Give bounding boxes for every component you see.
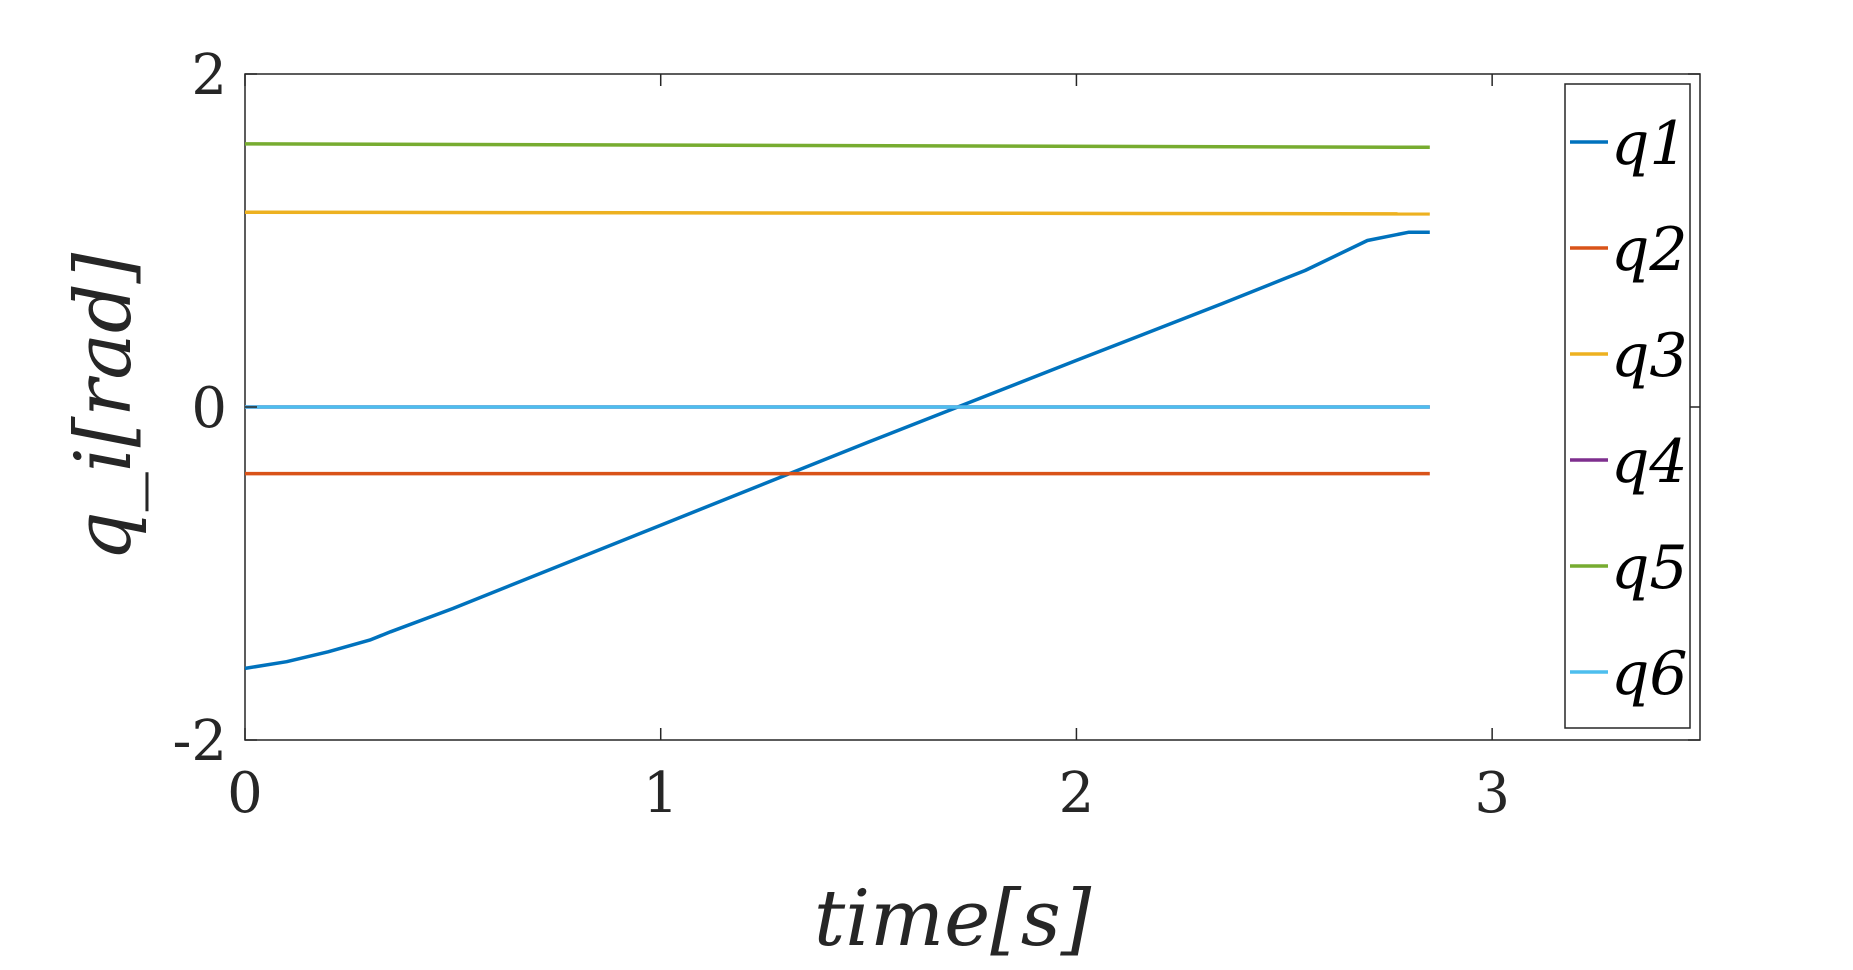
x-axis-label: time[s] [814,874,1092,964]
x-tick-label: 2 [1059,761,1095,826]
y-tick-label: -2 [172,709,227,774]
legend-label-q6: q6 [1611,639,1688,709]
legend-label-q3: q3 [1611,321,1688,391]
x-tick-label: 0 [227,761,263,826]
series-line-q1 [244,230,1430,671]
y-tick-label: 0 [191,376,227,441]
legend-box [1564,83,1691,729]
legend-label-q1: q1 [1611,109,1688,179]
legend-label-q5: q5 [1611,533,1688,603]
legend-label-q2: q2 [1611,215,1688,285]
x-tick-label: 1 [643,761,679,826]
ticks-layer: 0 1 2 3-202 [172,43,1700,826]
series-line-q5 [244,142,1430,150]
y-tick-label: 2 [191,43,227,108]
y-axis-label: q_i[rad] [59,252,149,561]
legend: q1 q2 q3 q4 q5 q6 [1564,83,1691,729]
legend-label-q4: q4 [1611,427,1688,497]
axis-labels: time[s] q_i[rad] [59,252,1092,964]
series-line-q3 [244,210,1430,216]
x-tick-label: 3 [1474,761,1510,826]
series-layer [244,142,1430,671]
